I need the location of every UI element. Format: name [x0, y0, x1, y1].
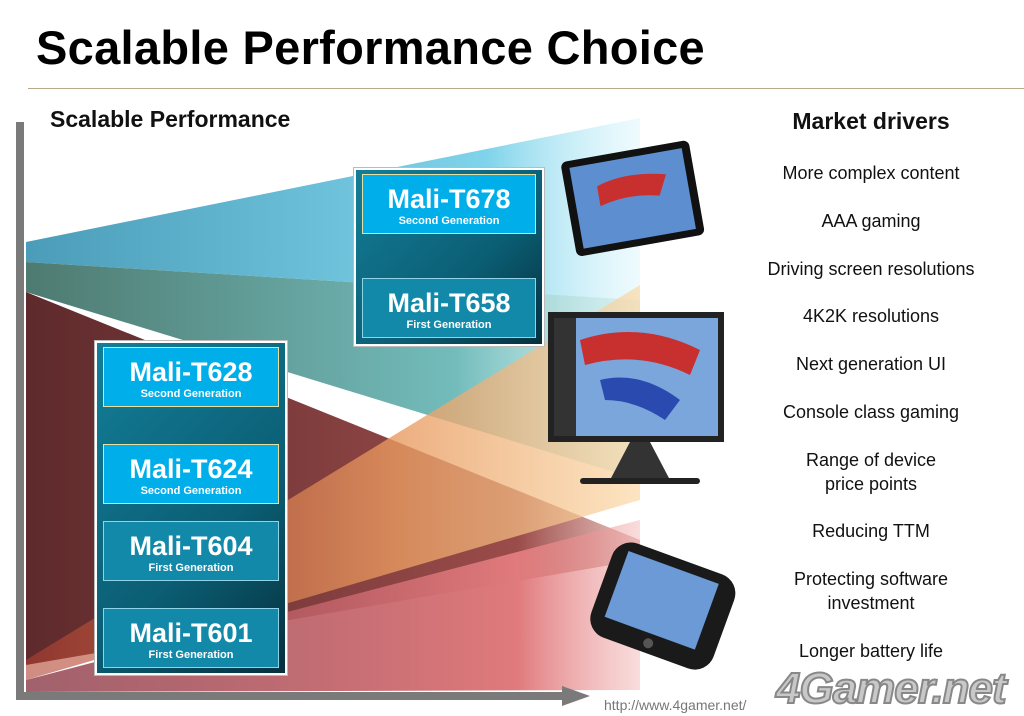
watermark-logo: 4Gamer.net	[775, 664, 1008, 713]
driver-item: Longer battery life	[798, 641, 944, 661]
chip-mali-t678: Mali-T678 Second Generation	[362, 174, 536, 234]
driver-item: Reducing TTM	[812, 521, 930, 541]
mainstream-gpu-group: Mali-T628 Second Generation Mali-T624 Se…	[95, 341, 287, 675]
chip-name: Mali-T678	[387, 184, 511, 214]
market-drivers-heading: Market drivers	[792, 108, 950, 134]
driver-item: Driving screen resolutions	[767, 259, 975, 279]
high-end-gpu-group: Mali-T678 Second Generation Mali-T658 Fi…	[354, 168, 544, 346]
chip-mali-t604: Mali-T604 First Generation	[103, 521, 279, 581]
driver-item: Range of device price points	[805, 450, 937, 494]
market-drivers-panel: Market drivers More complex content AAA …	[740, 108, 1002, 661]
driver-item: 4K2K resolutions	[802, 306, 940, 326]
chip-generation: First Generation	[406, 319, 492, 331]
x-axis-arrow-icon	[562, 686, 590, 706]
driver-item: Console class gaming	[782, 402, 960, 422]
watermark-url: http://www.4gamer.net/	[604, 697, 747, 713]
chip-mali-t628: Mali-T628 Second Generation	[103, 347, 279, 407]
chip-mali-t601: Mali-T601 First Generation	[103, 608, 279, 668]
y-axis	[16, 122, 24, 700]
chip-name: Mali-T601	[129, 618, 253, 648]
tablet-image	[561, 140, 705, 256]
tv-image	[548, 312, 724, 484]
chart-subtitle: Scalable Performance	[50, 106, 291, 132]
driver-item: Next generation UI	[795, 354, 947, 374]
driver-item: Protecting software investment	[793, 569, 949, 613]
chip-generation: Second Generation	[140, 485, 242, 497]
chip-generation: Second Generation	[140, 388, 242, 400]
chip-generation: First Generation	[148, 649, 234, 661]
chip-generation: First Generation	[148, 562, 234, 574]
chip-name: Mali-T624	[129, 454, 253, 484]
driver-item: More complex content	[782, 163, 960, 183]
chip-mali-t658: Mali-T658 First Generation	[362, 278, 536, 338]
x-axis	[16, 692, 572, 700]
driver-item: AAA gaming	[821, 211, 921, 231]
chip-generation: Second Generation	[398, 215, 500, 227]
chip-mali-t624: Mali-T624 Second Generation	[103, 444, 279, 504]
slide-title: Scalable Performance Choice	[36, 21, 705, 74]
chip-name: Mali-T604	[129, 531, 253, 561]
chip-name: Mali-T658	[387, 288, 511, 318]
title-divider	[28, 88, 1024, 89]
chip-name: Mali-T628	[129, 357, 253, 387]
smartphone-image	[590, 542, 736, 670]
